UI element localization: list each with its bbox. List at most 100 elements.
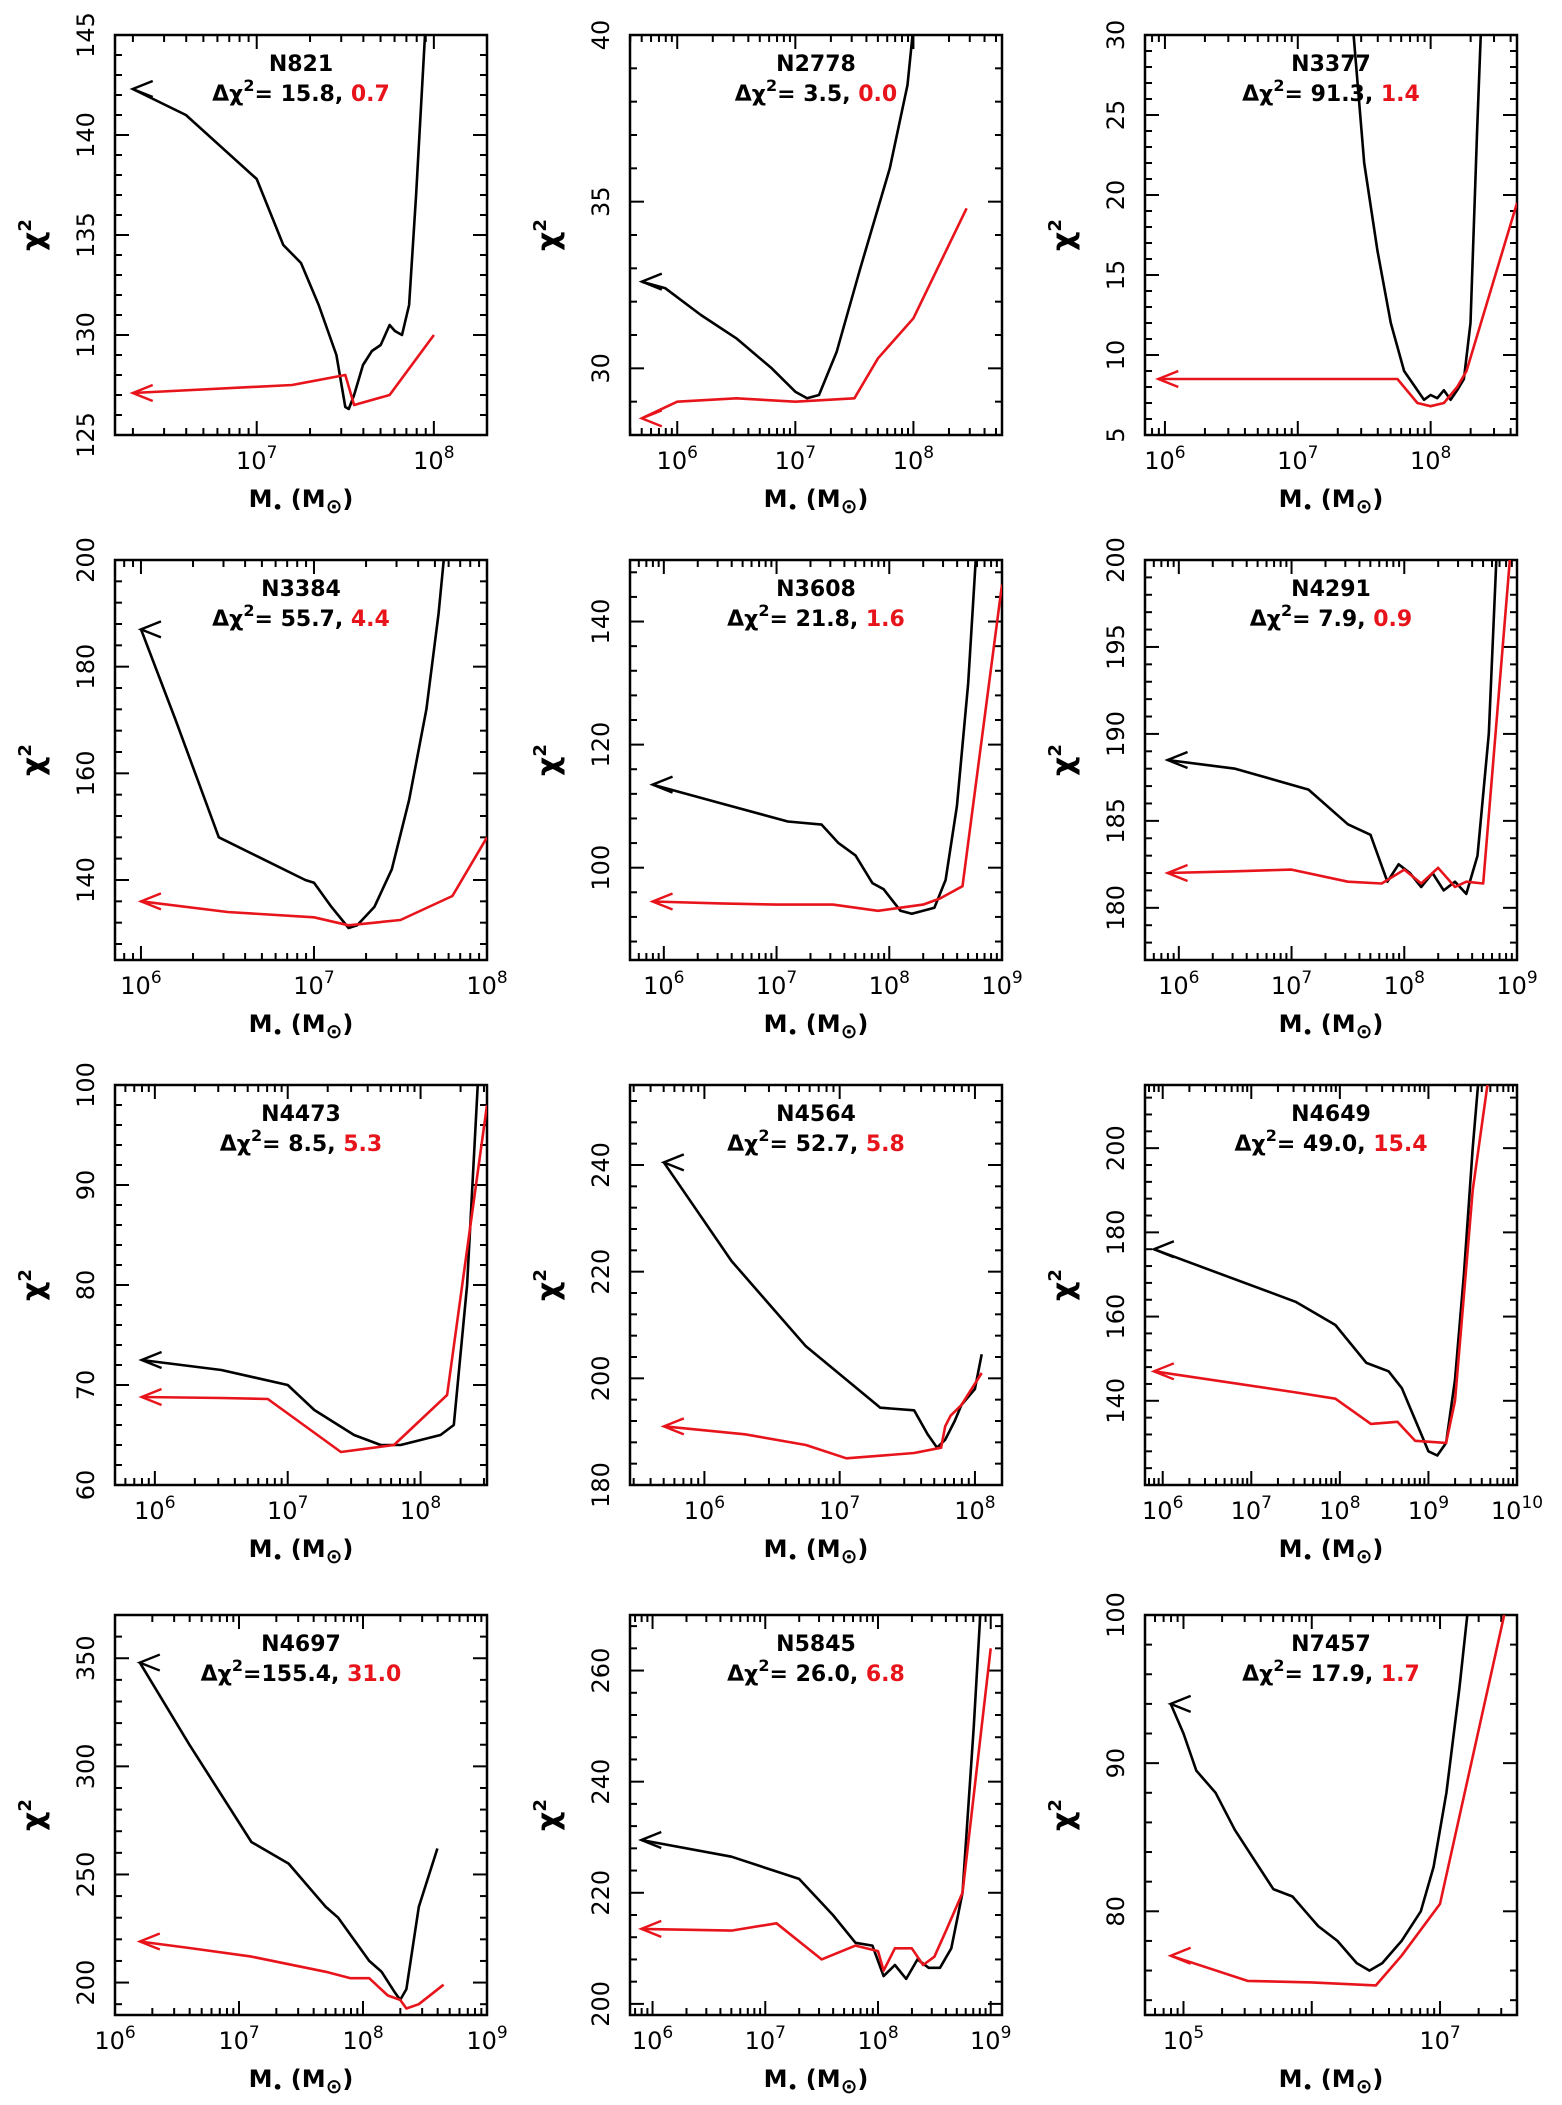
y-axis-symbol: χ — [1046, 1282, 1081, 1301]
y-axis-symbol: χ — [1046, 232, 1081, 251]
x-tick-label: 107 — [745, 2023, 786, 2055]
series-line-black — [141, 507, 449, 928]
x-axis-unit: (M — [1321, 2065, 1356, 2093]
x-tick-label: 109 — [970, 2023, 1011, 2055]
y-axis-label: χ2 — [15, 1799, 51, 1831]
x-tick-label: 108 — [893, 443, 934, 475]
y-axis-exponent: 2 — [1045, 1799, 1066, 1812]
x-tick-label: 108 — [857, 2023, 898, 2055]
y-tick-label: 250 — [72, 1852, 100, 1898]
series-line-red — [1168, 473, 1518, 887]
y-tick-label: 350 — [72, 1635, 100, 1681]
y-tick-label: 140 — [72, 857, 100, 903]
x-tick-base: 10 — [1163, 2027, 1194, 2055]
x-tick-exponent: 7 — [805, 443, 816, 463]
x-tick-label: 106 — [134, 1493, 175, 1525]
x-axis-sun-symbol: ⊙ — [841, 1019, 858, 1043]
delta-chi2-value: = 21.8, — [769, 607, 865, 632]
panel-title: N4564 — [776, 1102, 856, 1127]
y-tick-label: 145 — [72, 12, 100, 58]
x-axis-sun-symbol: ⊙ — [326, 1019, 343, 1043]
x-tick-label: 108 — [466, 968, 507, 1000]
x-tick-label: 108 — [342, 2023, 383, 2055]
y-axis-exponent: 2 — [530, 219, 551, 232]
x-axis-mass: M — [764, 1010, 788, 1038]
x-tick-label: 106 — [1144, 443, 1185, 475]
y-tick-label: 220 — [587, 1249, 615, 1295]
y-axis-symbol: χ — [16, 757, 51, 776]
x-axis-sun-symbol: ⊙ — [1356, 2074, 1373, 2098]
y-axis-exponent: 2 — [530, 1269, 551, 1282]
x-tick-label: 108 — [869, 968, 910, 1000]
x-tick-label: 1010 — [1491, 1493, 1543, 1525]
y-tick-label: 300 — [72, 1743, 100, 1789]
y-tick-label: 10 — [1102, 340, 1130, 371]
delta-chi2-symbol: Δχ — [201, 1662, 232, 1687]
delta-chi2-exponent: 2 — [243, 601, 254, 620]
delta-chi2-annotation: Δχ2= 7.9, 0.9 — [1250, 601, 1412, 632]
x-axis-unit-close: ) — [342, 485, 353, 513]
x-axis-bullet: • — [788, 498, 798, 517]
x-tick-exponent: 6 — [687, 443, 698, 463]
delta-chi2-red-value: 1.7 — [1381, 1662, 1420, 1687]
x-axis-unit-close: ) — [857, 1535, 868, 1563]
y-tick-label: 40 — [587, 20, 615, 51]
x-axis-mass: M — [1279, 485, 1303, 513]
x-axis-unit-close: ) — [857, 2065, 868, 2093]
y-tick-label: 200 — [1102, 1125, 1130, 1171]
x-tick-label: 107 — [775, 443, 816, 475]
x-axis-unit-close: ) — [342, 2065, 353, 2093]
y-tick-label: 90 — [72, 1170, 100, 1201]
series-line-red — [1158, 203, 1517, 406]
x-axis-unit: (M — [291, 1535, 326, 1563]
delta-chi2-symbol: Δχ — [727, 1662, 758, 1687]
y-tick-label: 160 — [72, 750, 100, 796]
x-tick-label: 107 — [293, 968, 334, 1000]
delta-chi2-symbol: Δχ — [1242, 82, 1273, 107]
delta-chi2-red-value: 5.8 — [866, 1132, 905, 1157]
panel-title: N5845 — [776, 1632, 856, 1657]
x-tick-exponent: 9 — [1438, 1493, 1449, 1513]
y-axis-exponent: 2 — [530, 1799, 551, 1812]
x-axis-bullet: • — [1303, 1548, 1313, 1567]
x-tick-label: 109 — [1408, 1493, 1449, 1525]
x-tick-exponent: 8 — [444, 443, 455, 463]
x-axis-sun-symbol: ⊙ — [841, 2074, 858, 2098]
x-axis-sun-symbol: ⊙ — [1356, 1019, 1373, 1043]
x-tick-exponent: 6 — [714, 1493, 725, 1513]
series-line-red — [133, 335, 434, 405]
x-axis-sun-symbol: ⊙ — [1356, 494, 1373, 518]
series-line-red — [140, 1942, 444, 2009]
x-axis-label: M•(M⊙) — [1279, 1535, 1384, 1568]
x-tick-exponent: 6 — [1189, 968, 1200, 988]
x-tick-label: 106 — [657, 443, 698, 475]
delta-chi2-symbol: Δχ — [1242, 1662, 1273, 1687]
delta-chi2-symbol: Δχ — [1234, 1132, 1265, 1157]
x-axis-unit: (M — [806, 1010, 841, 1038]
delta-chi2-red-value: 5.3 — [343, 1132, 382, 1157]
y-tick-label: 30 — [587, 353, 615, 384]
delta-chi2-annotation: Δχ2=155.4, 31.0 — [201, 1656, 402, 1687]
delta-chi2-symbol: Δχ — [727, 607, 758, 632]
y-tick-label: 180 — [587, 1462, 615, 1508]
delta-chi2-symbol: Δχ — [735, 82, 766, 107]
x-tick-base: 10 — [236, 447, 267, 475]
x-tick-base: 10 — [218, 2027, 249, 2055]
x-tick-base: 10 — [1271, 972, 1302, 1000]
y-tick-label: 240 — [587, 1759, 615, 1805]
y-tick-label: 15 — [1102, 260, 1130, 291]
y-axis-symbol: χ — [531, 757, 566, 776]
y-axis-exponent: 2 — [1045, 744, 1066, 757]
x-tick-exponent: 7 — [249, 2023, 260, 2043]
x-axis-label: M•(M⊙) — [249, 2065, 354, 2098]
delta-chi2-value: = 15.8, — [254, 82, 350, 107]
x-tick-exponent: 8 — [1414, 968, 1425, 988]
x-axis-label: M•(M⊙) — [764, 1010, 869, 1043]
x-axis-sun-symbol: ⊙ — [326, 2074, 343, 2098]
x-axis-sun-symbol: ⊙ — [841, 1544, 858, 1568]
x-axis-mass: M — [249, 1535, 273, 1563]
